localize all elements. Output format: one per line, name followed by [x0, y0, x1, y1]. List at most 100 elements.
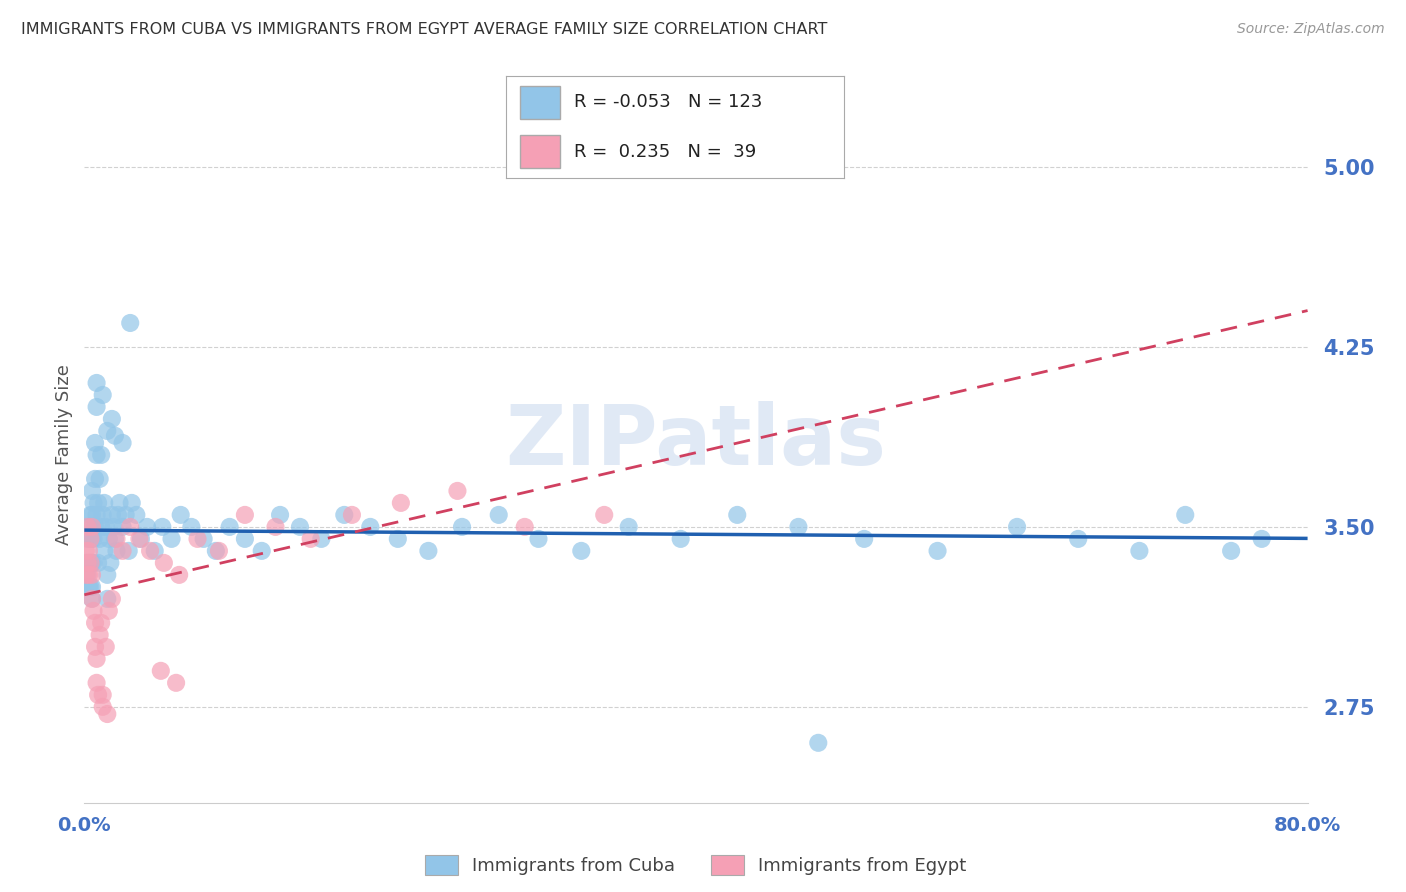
Point — [86, 400, 108, 414]
Point — [84, 615, 107, 630]
Point — [288, 520, 311, 534]
Point — [93, 496, 115, 510]
Point — [111, 436, 134, 450]
Point — [143, 544, 166, 558]
Point — [84, 472, 107, 486]
Point — [139, 544, 162, 558]
Point — [128, 532, 150, 546]
Point — [76, 567, 98, 582]
Point — [80, 580, 103, 594]
Point — [86, 652, 108, 666]
Point — [86, 448, 108, 462]
Point — [170, 508, 193, 522]
Point — [79, 580, 101, 594]
Point — [79, 556, 101, 570]
Point — [76, 532, 98, 546]
Point — [218, 520, 240, 534]
Point — [80, 508, 103, 522]
Point — [114, 508, 136, 522]
Point — [79, 532, 101, 546]
Point — [527, 532, 550, 546]
Point — [105, 544, 128, 558]
Point — [80, 567, 103, 582]
Point — [77, 580, 100, 594]
Point — [101, 591, 124, 606]
Point — [94, 520, 117, 534]
Point — [84, 640, 107, 654]
Point — [167, 567, 190, 582]
Text: IMMIGRANTS FROM CUBA VS IMMIGRANTS FROM EGYPT AVERAGE FAMILY SIZE CORRELATION CH: IMMIGRANTS FROM CUBA VS IMMIGRANTS FROM … — [21, 22, 828, 37]
Point — [87, 688, 110, 702]
Point — [104, 428, 127, 442]
Point — [105, 532, 128, 546]
Y-axis label: Average Family Size: Average Family Size — [55, 365, 73, 545]
Point — [86, 376, 108, 390]
FancyBboxPatch shape — [520, 136, 560, 168]
Point — [80, 591, 103, 606]
Point — [77, 556, 100, 570]
Point — [103, 520, 125, 534]
Point — [86, 676, 108, 690]
Point — [98, 556, 121, 570]
Point — [91, 688, 114, 702]
Point — [101, 412, 124, 426]
Point — [513, 520, 536, 534]
Point — [91, 388, 114, 402]
Point — [91, 508, 114, 522]
Point — [250, 544, 273, 558]
Point — [96, 424, 118, 438]
Point — [80, 532, 103, 546]
Point — [89, 532, 111, 546]
Point — [111, 544, 134, 558]
Point — [340, 508, 363, 522]
Point — [93, 544, 115, 558]
Point — [80, 483, 103, 498]
Point — [83, 556, 105, 570]
Point — [1067, 532, 1090, 546]
Point — [84, 436, 107, 450]
Point — [180, 520, 202, 534]
Text: ZIPatlas: ZIPatlas — [506, 401, 886, 482]
Point — [96, 591, 118, 606]
Point — [165, 676, 187, 690]
Point — [725, 508, 748, 522]
Point — [446, 483, 468, 498]
Point — [1220, 544, 1243, 558]
Point — [80, 520, 103, 534]
Point — [125, 508, 148, 522]
Point — [669, 532, 692, 546]
Point — [389, 496, 412, 510]
Point — [111, 520, 134, 534]
Point — [569, 544, 592, 558]
Point — [77, 544, 100, 558]
Point — [89, 628, 111, 642]
Point — [90, 615, 112, 630]
Point — [83, 604, 105, 618]
Point — [79, 532, 101, 546]
Point — [186, 532, 208, 546]
FancyBboxPatch shape — [520, 87, 560, 119]
Point — [97, 604, 120, 618]
Point — [927, 544, 949, 558]
Point — [77, 567, 100, 582]
Point — [807, 736, 830, 750]
Point — [264, 520, 287, 534]
Point — [418, 544, 440, 558]
Point — [1250, 532, 1272, 546]
Point — [451, 520, 474, 534]
Point — [359, 520, 381, 534]
Point — [1005, 520, 1028, 534]
Point — [97, 532, 120, 546]
Point — [121, 496, 143, 510]
Point — [101, 508, 124, 522]
Point — [233, 508, 256, 522]
Point — [136, 520, 159, 534]
Point — [87, 496, 110, 510]
Point — [107, 508, 129, 522]
Point — [233, 532, 256, 546]
Point — [90, 520, 112, 534]
Point — [75, 567, 97, 582]
Point — [84, 520, 107, 534]
Point — [205, 544, 228, 558]
Point — [75, 544, 97, 558]
